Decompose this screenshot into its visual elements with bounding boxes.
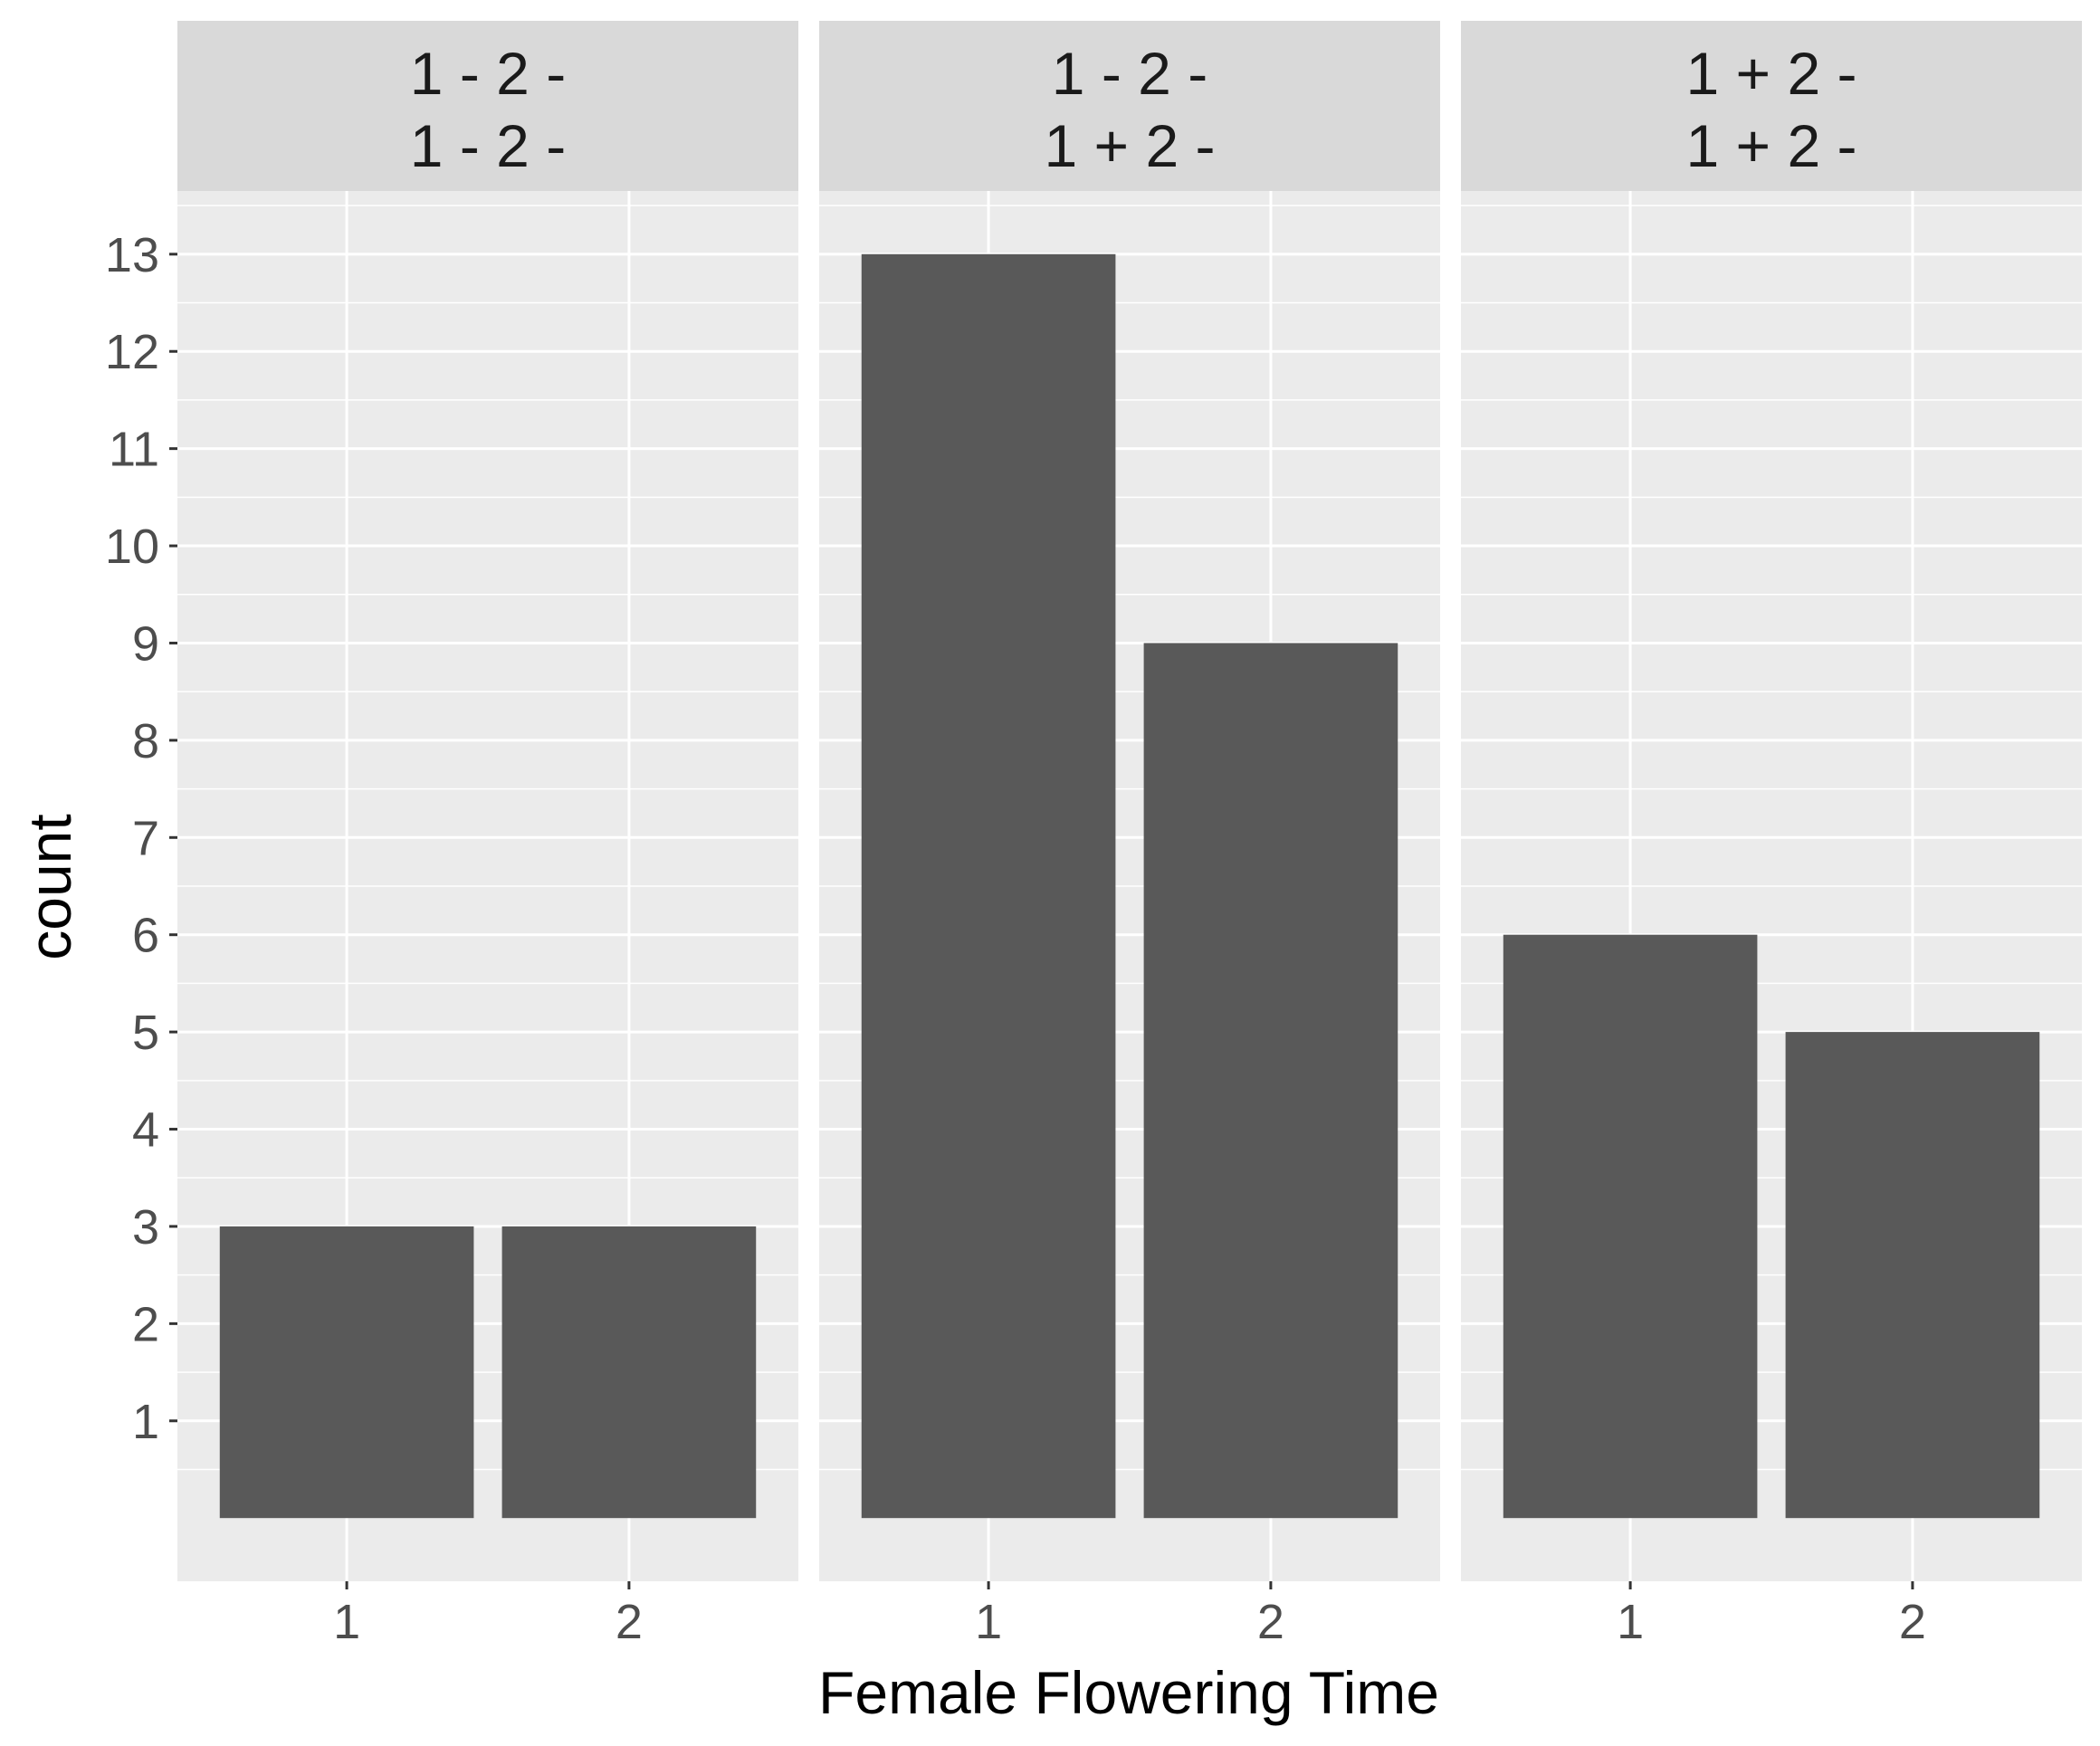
- bar: [1503, 934, 1758, 1519]
- y-tick-label: 12: [105, 325, 159, 379]
- facet-strip: [177, 21, 798, 191]
- facet-strip: [819, 21, 1440, 191]
- y-tick-label: 9: [132, 616, 159, 671]
- facet-panel: 1 + 2 -1 + 2 - 1 2: [1461, 21, 2082, 1649]
- y-tick-label: 8: [132, 714, 159, 768]
- x-tick-label: 2: [1899, 1595, 1926, 1649]
- facet-panel: 1 - 2 -1 - 2 - 1 2: [177, 21, 798, 1649]
- bar: [1785, 1032, 2040, 1519]
- y-tick-label: 6: [132, 909, 159, 963]
- bar: [219, 1226, 474, 1519]
- x-axis-title: Female Flowering Time: [818, 1659, 1439, 1726]
- y-tick-label: 10: [105, 520, 159, 574]
- y-tick-label: 11: [109, 423, 159, 477]
- facet-label-line1: 1 + 2 -: [1686, 40, 1857, 107]
- facet-strip: [1461, 21, 2082, 191]
- y-tick-label: 3: [132, 1200, 159, 1255]
- x-tick-label: 1: [333, 1595, 360, 1649]
- facet-label-line1: 1 - 2 -: [410, 40, 566, 107]
- facet-label-line1: 1 - 2 -: [1052, 40, 1208, 107]
- bar: [501, 1226, 757, 1519]
- facet-label-line2: 1 + 2 -: [1686, 112, 1857, 179]
- y-tick-label: 13: [105, 228, 159, 282]
- y-tick-label: 7: [132, 811, 159, 865]
- y-tick-label: 2: [132, 1297, 159, 1351]
- x-tick-label: 2: [1257, 1595, 1284, 1649]
- y-tick-label: 1: [132, 1395, 159, 1449]
- facet-panel: 1 - 2 -1 + 2 - 1 2: [819, 21, 1440, 1649]
- bar: [1143, 643, 1398, 1519]
- x-tick-label: 1: [1617, 1595, 1644, 1649]
- facet-panels: 1 - 2 -1 - 2 -1 21 - 2 -1 + 2 -1 21 + 2 -1…: [177, 21, 2082, 1649]
- x-tick-label: 1: [975, 1595, 1002, 1649]
- facet-label-line2: 1 - 2 -: [410, 112, 566, 179]
- y-tick-label: 4: [132, 1103, 159, 1158]
- bar: [861, 253, 1116, 1519]
- y-tick-label: 5: [132, 1006, 159, 1060]
- x-tick-label: 2: [616, 1595, 643, 1649]
- facet-label-line2: 1 + 2 -: [1045, 112, 1216, 179]
- y-axis-title: count: [16, 814, 83, 959]
